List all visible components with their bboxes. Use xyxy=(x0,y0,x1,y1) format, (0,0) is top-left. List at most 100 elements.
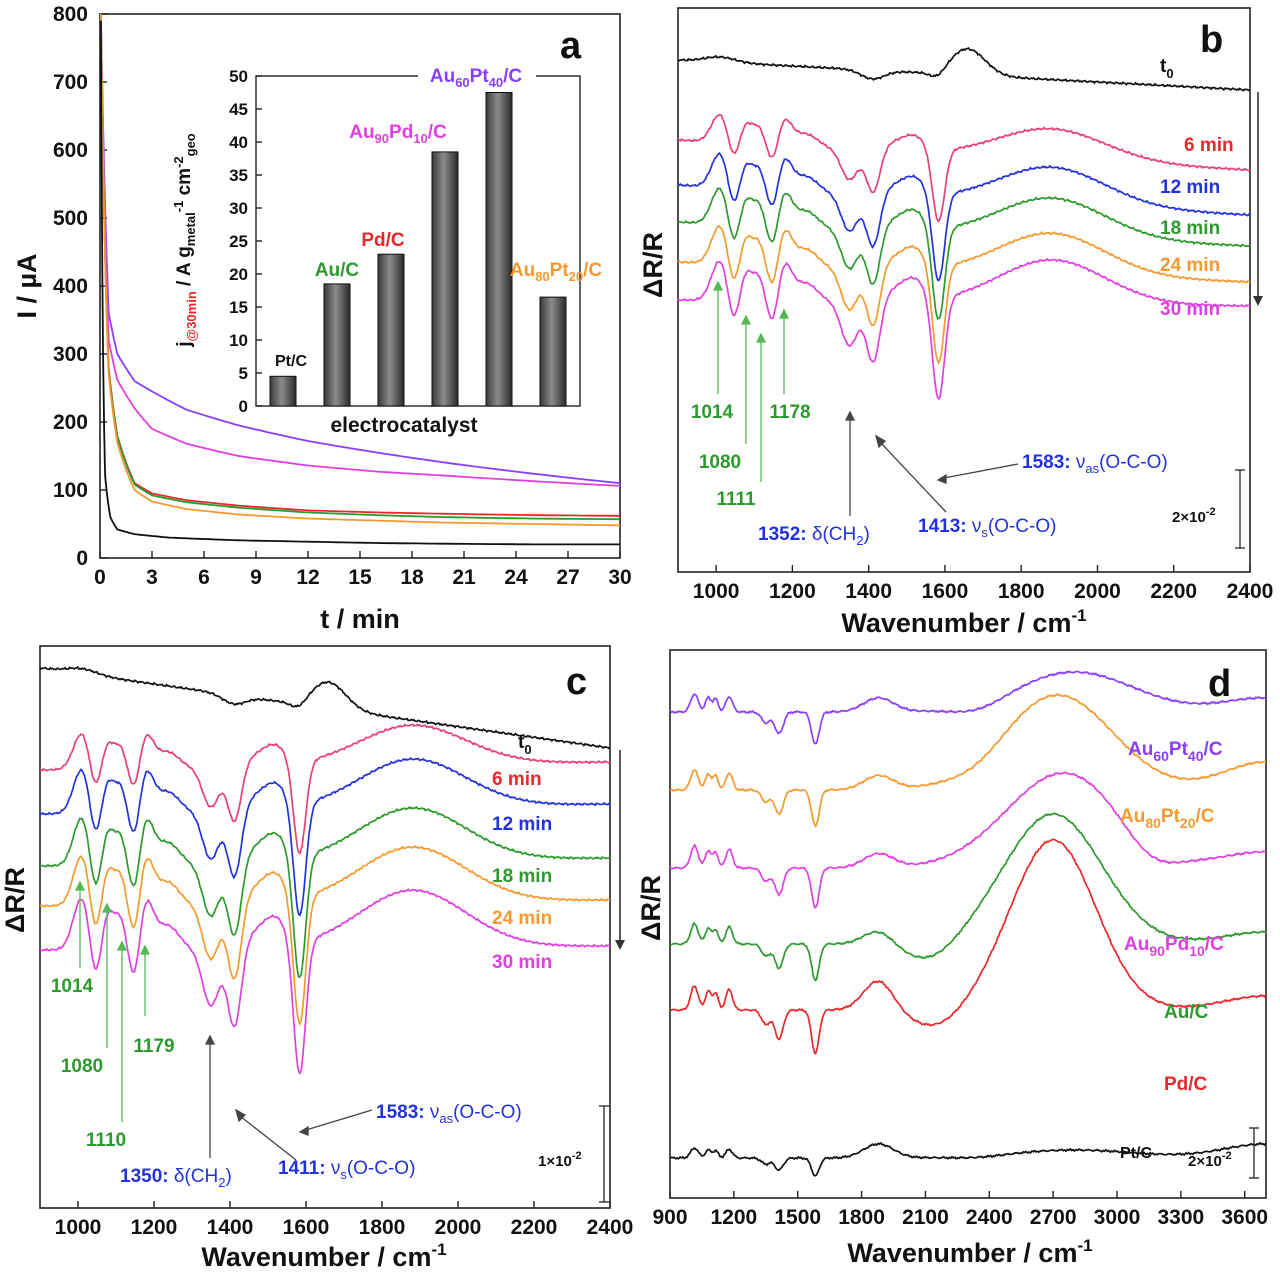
b-curves-series-0 xyxy=(677,47,1250,92)
panel-a-x-label: t / min xyxy=(320,604,400,634)
panel-c-label-6min: 6 min xyxy=(492,769,542,790)
panel-a-y-ticks: 0 100 200 300 400 500 600 700 800 xyxy=(53,3,107,570)
panel-c-frame xyxy=(39,645,611,1209)
panel-b-label-24min: 24 min xyxy=(1160,255,1220,276)
inset-y-tick-label: 30 xyxy=(229,199,248,218)
panel-b-label-12min: 12 min xyxy=(1160,177,1220,198)
x-tick-label: 1000 xyxy=(55,1216,102,1239)
inset-y-tick-label: 15 xyxy=(229,298,248,317)
d-x-tick-label: 3600 xyxy=(1221,1206,1268,1229)
a-x-tick-label: 21 xyxy=(452,566,476,589)
panel-c-letter: c xyxy=(566,661,587,703)
panel-d-label-au90pd10: Au90Pd10/C xyxy=(1124,934,1224,959)
panel-d: 900 1200 1500 1800 2100 2400 2700 3000 3300 3600 … xyxy=(636,649,1268,1268)
panel-c-time-arrowhead xyxy=(615,940,625,950)
a-x-tick-label: 15 xyxy=(348,566,372,589)
b-curves-series-4 xyxy=(677,224,1251,366)
panel-b-y-label: ΔR/R xyxy=(638,232,668,298)
a-y-tick-label: 200 xyxy=(53,411,88,434)
d-x-tick-label: 1800 xyxy=(838,1206,885,1229)
panel-c-band-1411: 1411: νs(O-C-O) xyxy=(278,1158,415,1182)
x-tick-label: 2400 xyxy=(587,1216,634,1239)
panel-b-curves xyxy=(677,47,1251,401)
panel-a-letter: a xyxy=(560,25,582,67)
inset-y-tick-label: 45 xyxy=(229,100,248,119)
panel-a-y-label: I / µA xyxy=(12,253,42,318)
inset-y-tick-label: 40 xyxy=(229,133,248,152)
panel-b-band-1413: 1413: νs(O-C-O) xyxy=(918,516,1056,540)
d-x-tick-label: 2700 xyxy=(1030,1206,1077,1229)
panel-d-scale-label: 2×10-2 xyxy=(1188,1150,1232,1170)
panel-d-label-pt: Pt/C xyxy=(1120,1145,1152,1162)
panel-d-label-au80pt20: Au80Pt20/C xyxy=(1120,806,1215,831)
inset-label-bg xyxy=(418,66,536,86)
a-y-tick-label: 600 xyxy=(53,139,88,162)
panel-c-x-label: Wavenumber / cm-1 xyxy=(201,1240,446,1272)
panel-c-band-1583: 1583: νas(O-C-O) xyxy=(376,1102,522,1126)
d-series-0 xyxy=(669,670,1267,745)
panel-d-label-au60pt40: Au60Pt40/C xyxy=(1128,739,1223,764)
d-x-tick-label: 2100 xyxy=(902,1206,949,1229)
c-curves-series-0 xyxy=(39,666,611,750)
a-x-tick-label: 24 xyxy=(504,566,528,589)
panel-d-y-label: ΔR/R xyxy=(636,875,666,941)
panel-b-label-30min: 30 min xyxy=(1160,299,1220,320)
panel-c-peak-1080: 1080 xyxy=(61,1056,103,1077)
a-x-tick-label: 18 xyxy=(400,566,424,589)
a-y-tick-label: 100 xyxy=(53,479,88,502)
panel-b-band-arrows xyxy=(844,410,1019,516)
x-tick-label: 1400 xyxy=(207,1216,254,1239)
inset-y-tick-label: 0 xyxy=(239,397,248,416)
b-curves-series-3 xyxy=(677,187,1251,320)
x-tick-label: 1800 xyxy=(998,580,1045,603)
d-x-tick-label: 3300 xyxy=(1157,1206,1204,1229)
a-y-tick-label: 800 xyxy=(53,3,88,26)
inset-y-label: j@30min / A gmetal-1 cm-2geo xyxy=(171,133,199,348)
a-y-tick-label: 400 xyxy=(53,275,88,298)
panel-a-curves xyxy=(100,13,621,546)
panel-d-x-label: Wavenumber / cm-1 xyxy=(847,1236,1092,1268)
a-y-tick-label: 500 xyxy=(53,207,88,230)
inset-bar-0 xyxy=(269,375,297,407)
panel-b-label-t0: t0 xyxy=(1160,56,1174,81)
inset-bar-3 xyxy=(431,151,459,407)
panel-d-letter: d xyxy=(1208,663,1231,705)
a-series-1 xyxy=(100,13,621,487)
a-series-5 xyxy=(100,20,620,546)
a-y-tick-label: 0 xyxy=(76,547,88,570)
b-curves-series-1 xyxy=(677,113,1251,223)
panel-b: 1000 1200 1400 1600 1800 2000 2200 2400 b Waven… xyxy=(638,7,1274,638)
panel-b-peak-1014: 1014 xyxy=(691,402,734,423)
inset-y-tick-label: 10 xyxy=(229,331,248,350)
panel-a-inset: 0 5 10 15 20 25 30 35 40 45 50 electrocatalyst j@3… xyxy=(171,66,602,437)
panel-c-peak-markers xyxy=(74,880,151,1122)
panel-c-label-18min: 18 min xyxy=(492,866,552,887)
x-tick-label: 2200 xyxy=(511,1216,558,1239)
inset-bars xyxy=(269,92,567,407)
inset-y-tick-label: 50 xyxy=(229,67,248,86)
inset-label-au: Au/C xyxy=(315,260,360,281)
panel-c-label-12min: 12 min xyxy=(492,814,552,835)
panel-b-scale-label: 2×10-2 xyxy=(1172,506,1216,526)
c-curves-series-3 xyxy=(39,805,611,978)
c-curves-series-1 xyxy=(39,723,611,855)
panel-a-x-ticks: 0 3 6 9 12 15 18 21 24 27 30 xyxy=(94,551,632,589)
d-x-tick-label: 1500 xyxy=(774,1206,821,1229)
panel-c-band-arrows xyxy=(204,1034,373,1161)
inset-bar-1 xyxy=(323,283,351,407)
inset-label-pt: Pt/C xyxy=(275,353,307,370)
a-x-tick-label: 6 xyxy=(198,566,210,589)
panel-b-letter: b xyxy=(1200,19,1223,61)
panel-c-label-24min: 24 min xyxy=(492,908,552,929)
panel-b-peak-1111: 1111 xyxy=(716,489,756,510)
inset-frame xyxy=(255,75,581,407)
inset-bar-2 xyxy=(377,253,405,407)
panel-c-y-label: ΔR/R xyxy=(0,867,30,933)
panel-d-label-pd: Pd/C xyxy=(1164,1074,1208,1095)
x-tick-label: 2400 xyxy=(1227,580,1274,603)
panel-c-label-30min: 30 min xyxy=(492,952,552,973)
inset-y-tick-label: 20 xyxy=(229,265,248,284)
panel-d-curves xyxy=(669,670,1267,1177)
x-tick-label: 1600 xyxy=(283,1216,330,1239)
panel-c-peak-1110: 1110 xyxy=(86,1130,126,1151)
